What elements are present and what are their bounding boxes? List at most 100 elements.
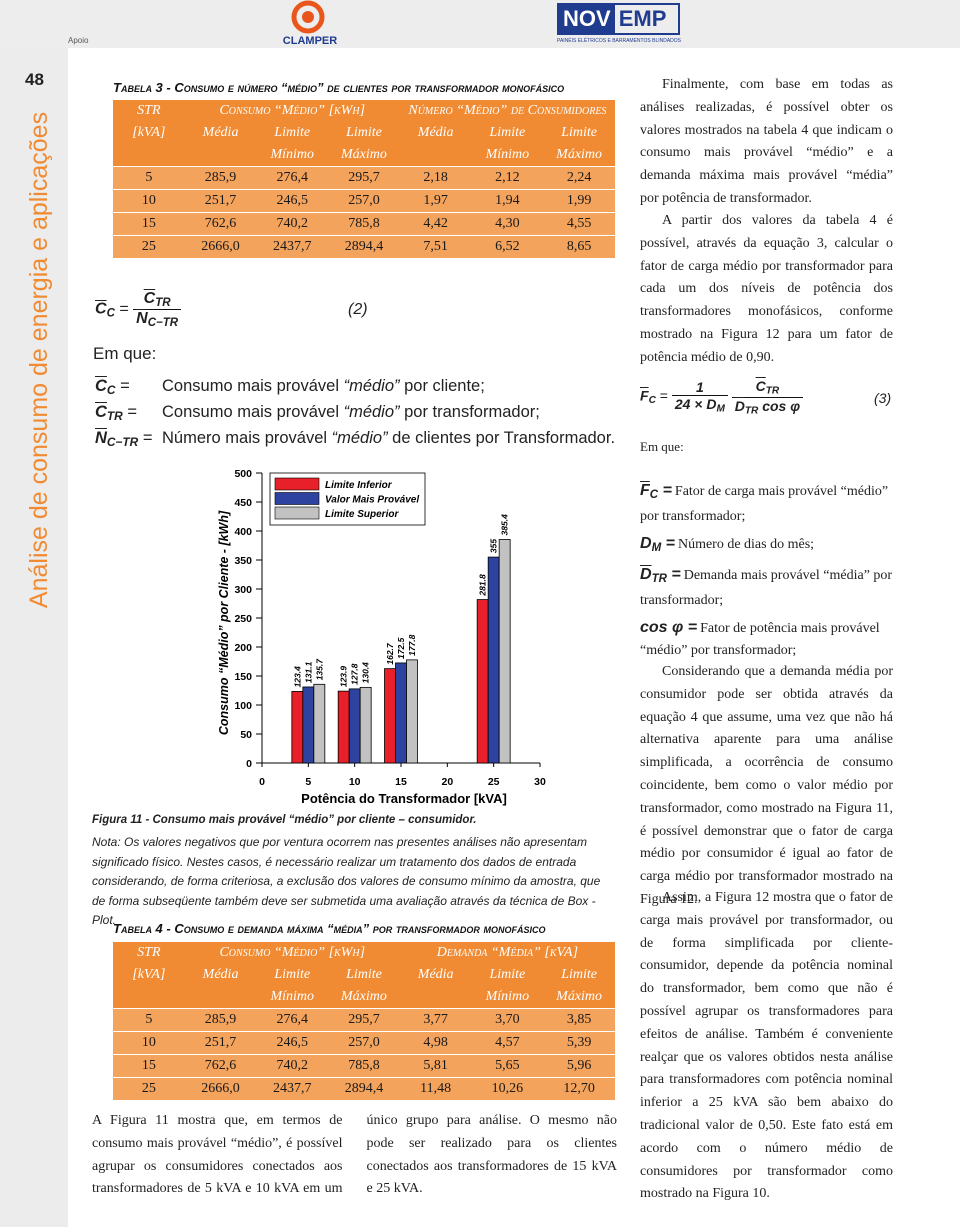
table-cell: 4,98 <box>399 1031 472 1055</box>
x-tick-label: 25 <box>488 776 500 788</box>
table-cell: 2,12 <box>471 166 544 190</box>
header-cell: Consumo “Médio” [kWh] <box>184 100 400 122</box>
y-tick-label: 250 <box>234 613 252 625</box>
header-cell: Limite <box>256 122 329 144</box>
table-cell: 15 <box>113 1054 185 1078</box>
header-cell: Mínimo <box>256 144 329 167</box>
eq-sub: TR <box>744 405 759 417</box>
def-emph: “médio” <box>331 429 388 447</box>
table-row: 10 251,7 246,5 257,0 4,98 4,57 5,39 <box>113 1031 615 1055</box>
data-label: 162.7 <box>385 642 395 665</box>
table-cell: 3,70 <box>471 1008 544 1032</box>
def-symbol-box: CTR = <box>95 403 155 423</box>
table-cell: 785,8 <box>328 1054 400 1078</box>
eq-sub: TR <box>765 385 780 397</box>
table-cell: 25 <box>113 1077 185 1100</box>
def-emph: “médio” <box>343 403 400 421</box>
bar <box>476 599 489 764</box>
header-cell: [kVA] <box>113 122 185 144</box>
table-title: Tabela 4 - Consumo e demanda máxima “méd… <box>113 921 546 936</box>
equation-2: CC = CTR NC−TR <box>95 290 182 329</box>
table-cell: 25 <box>113 235 185 258</box>
table-cell: 4,30 <box>471 212 544 236</box>
header-cell: Limite <box>256 964 329 986</box>
def-text: por cliente; <box>399 377 485 395</box>
table-cell: 276,4 <box>256 1008 329 1032</box>
header-cell: Média <box>399 964 472 986</box>
header-row: [kVA] Média Limite Limite Média Limite Limite <box>113 122 615 144</box>
header-cell: Consumo “Médio” [kWh] <box>184 942 400 964</box>
header-row: Mínimo Máximo Mínimo Máximo <box>113 144 615 167</box>
bar <box>291 691 304 764</box>
paragraph: Finalmente, com base em todas as análise… <box>640 77 893 206</box>
x-tick-label: 0 <box>259 776 265 788</box>
def-text: Consumo mais provável <box>162 377 344 395</box>
def-sub: TR <box>106 408 123 423</box>
header-cell: Máximo <box>543 986 615 1009</box>
paragraph: A partir dos valores da tabela 4 é possí… <box>640 213 893 365</box>
chart: 0 50 100 150 200 250 300 350 400 450 500 0 5 10 15 20 25… <box>217 468 546 806</box>
header-cell: Limite <box>328 964 400 986</box>
y-tick-label: 350 <box>234 555 252 567</box>
eq-text: 24 × D <box>674 396 717 413</box>
bar <box>337 690 350 764</box>
table-cell: 3,85 <box>543 1008 615 1032</box>
table-cell: 2666,0 <box>184 1077 257 1100</box>
def-equals: = <box>671 565 681 583</box>
def-text-box: Consumo mais provável “médio” por client… <box>162 377 485 396</box>
table-cell: 246,5 <box>256 189 329 213</box>
table-cell: 5,81 <box>399 1054 472 1078</box>
def-text: Demanda mais provável “média” por transf… <box>640 567 893 608</box>
table-cell: 10,26 <box>471 1077 544 1100</box>
table-cell: 10 <box>113 1031 185 1055</box>
note: Nota: Os valores negativos que por ventu… <box>92 835 601 927</box>
header-cell: [kVA] <box>113 964 185 986</box>
table-cell: 257,0 <box>328 1031 400 1055</box>
eq-fraction: 1 24 × DM <box>671 379 728 415</box>
logo-novemp: NOV EMP <box>557 3 680 35</box>
em-que: Em que: <box>640 439 684 454</box>
y-tick-label: 50 <box>240 729 252 741</box>
table-cell: 10 <box>113 189 185 213</box>
table-cell: 1,94 <box>471 189 544 213</box>
def-sub: C <box>106 382 116 397</box>
table-cell: 5 <box>113 1008 185 1032</box>
table-cell: 5,39 <box>543 1031 615 1055</box>
def-symbol: D <box>640 534 652 552</box>
table-cell: 15 <box>113 212 185 236</box>
table-cell: 740,2 <box>256 212 329 236</box>
legend-swatch <box>274 477 320 491</box>
paragraph: Considerando que a demanda média por con… <box>640 664 893 907</box>
page-number: 48 <box>25 70 44 89</box>
table-cell: 7,51 <box>399 235 472 258</box>
eq-number: (3) <box>874 390 892 406</box>
table-cell: 5,65 <box>471 1054 544 1078</box>
data-label: 130.4 <box>361 662 371 684</box>
bar <box>384 668 396 764</box>
definition: FC = Fator de carga mais provável “médio”… <box>640 480 893 528</box>
logo-clamper: CLAMPER <box>283 0 337 47</box>
y-tick-label: 500 <box>234 468 252 480</box>
table-cell: 2894,4 <box>328 235 400 258</box>
def-text: por transformador; <box>399 403 540 421</box>
header-cell <box>184 986 257 1009</box>
table-cell: 2,24 <box>543 166 615 190</box>
table-cell: 295,7 <box>328 166 400 190</box>
eq-den: 24 × DM <box>672 396 728 415</box>
table-cell: 2894,4 <box>328 1077 400 1100</box>
header-cell: Máximo <box>328 986 400 1009</box>
def-symbol-box: DTR = <box>640 565 681 585</box>
eq-symbol: F <box>640 387 649 404</box>
y-axis-title: Consumo “Médio” por Cliente - [kWh] <box>217 510 231 735</box>
data-label: 131.1 <box>303 661 313 683</box>
def-equals: = <box>687 618 698 636</box>
table-cell: 785,8 <box>328 212 400 236</box>
header-cell: Média <box>184 122 257 144</box>
logo-swirl <box>291 0 325 34</box>
data-label: 123.4 <box>292 666 302 688</box>
header-cell: Máximo <box>328 144 400 167</box>
bar <box>359 686 372 764</box>
table-row: 10 251,7 246,5 257,0 1,97 1,94 1,99 <box>113 189 615 213</box>
eq-symbol: C <box>755 378 766 394</box>
definition: cos φ = Fator de potência mais provável “… <box>640 617 893 662</box>
